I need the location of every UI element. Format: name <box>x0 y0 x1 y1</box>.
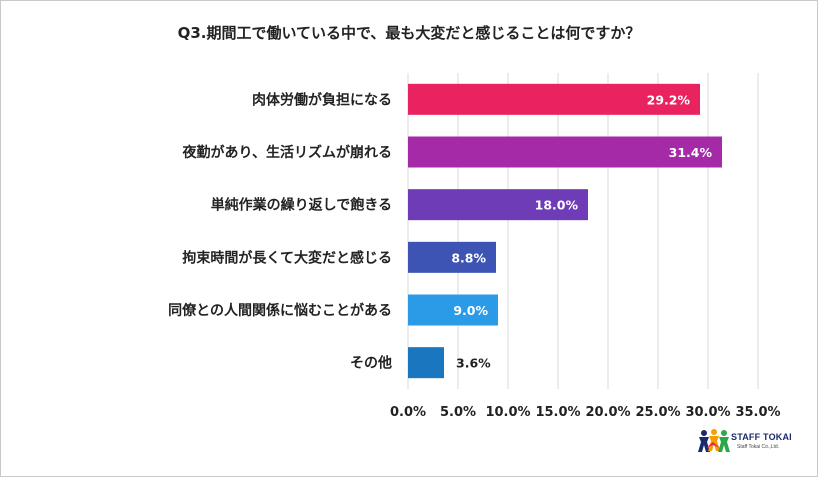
value-label: 3.6% <box>456 356 491 371</box>
chart-title: Q3.期間工で働いている中で、最も大変だと感じることは何ですか？ <box>177 24 641 42</box>
x-tick-label: 20.0% <box>585 405 630 420</box>
x-tick-label: 15.0% <box>535 405 580 420</box>
value-label: 8.8% <box>451 250 486 265</box>
bar <box>408 347 444 379</box>
category-label: 同僚との人間関係に悩むことがある <box>168 302 392 319</box>
logo-name: STAFF TOKAI <box>731 432 792 442</box>
category-label: その他 <box>350 355 392 372</box>
category-label: 肉体労働が負担になる <box>252 91 392 108</box>
x-tick-label: 35.0% <box>735 405 780 420</box>
logo-subtitle: Staff Tokai Co.,Ltd. <box>737 444 780 450</box>
bar <box>408 189 588 221</box>
x-tick-label: 5.0% <box>440 405 476 420</box>
category-label: 夜勤があり、生活リズムが崩れる <box>182 144 392 161</box>
value-label: 18.0% <box>535 198 579 213</box>
bar <box>408 83 700 115</box>
x-tick-label: 10.0% <box>485 405 530 420</box>
x-tick-label: 30.0% <box>685 405 730 420</box>
value-label: 31.4% <box>669 145 713 160</box>
company-logo: STAFF TOKAI Staff Tokai Co.,Ltd. <box>697 428 807 458</box>
bar <box>408 294 498 326</box>
value-label: 29.2% <box>647 92 691 107</box>
bar <box>408 241 496 273</box>
category-label: 単純作業の繰り返しで飽きる <box>211 197 392 214</box>
value-label: 9.0% <box>453 303 488 318</box>
category-label: 拘束時間が長くて大変だと感じる <box>182 249 392 266</box>
x-tick-label: 25.0% <box>635 405 680 420</box>
bar <box>408 136 722 168</box>
logo-people-icon <box>698 429 730 452</box>
x-tick-label: 0.0% <box>390 405 426 420</box>
